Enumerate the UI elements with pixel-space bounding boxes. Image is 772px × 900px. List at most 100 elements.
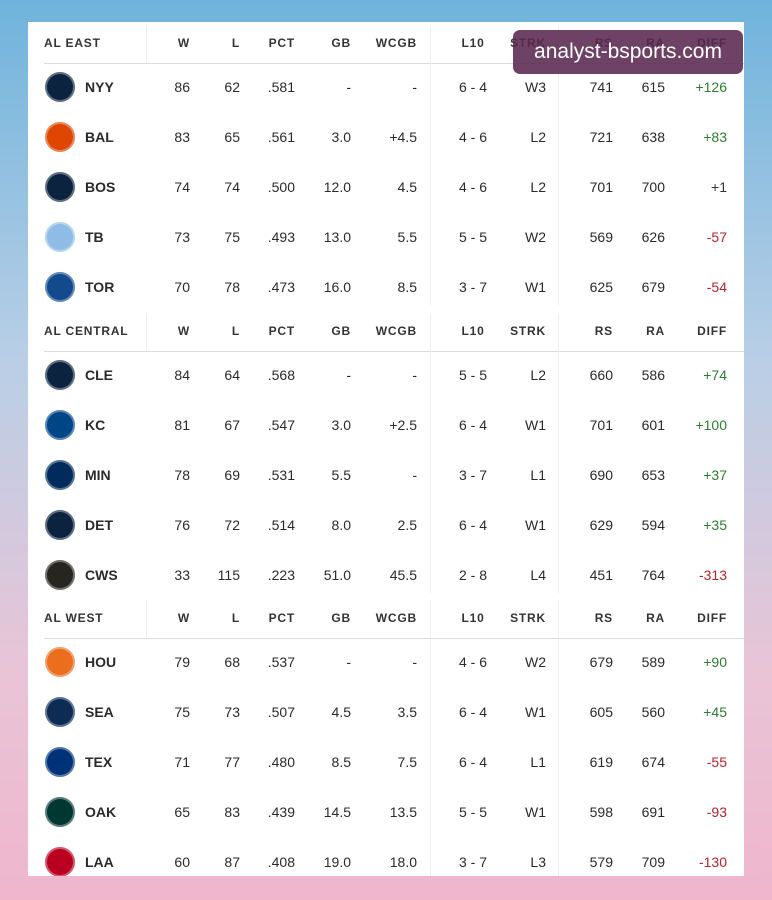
stat-cell: 764 (641, 567, 665, 583)
stat-cell: -54 (706, 279, 727, 295)
stat-cell: 709 (641, 854, 665, 870)
column-divider (146, 25, 147, 63)
stat-cell: 86 (174, 79, 190, 95)
stat-cell: 115 (217, 567, 240, 583)
stat-cell: +2.5 (389, 417, 417, 433)
stat-cell: L2 (530, 129, 546, 145)
stat-cell: 3.0 (331, 129, 351, 145)
team-logo (45, 797, 75, 827)
column-header: GB (331, 611, 351, 625)
column-header: WCGB (375, 36, 417, 50)
standings-card: AL EAST W L PCT GB WCGB L10 STRK RS RA DIFF NYY 86 62… (28, 22, 744, 876)
stat-cell: 70 (174, 279, 190, 295)
team-abbr: OAK (85, 804, 117, 820)
team-abbr: DET (85, 517, 113, 533)
column-header: W (177, 611, 190, 625)
stat-cell: 586 (641, 367, 665, 383)
stat-cell: 74 (174, 179, 190, 195)
stat-cell: 8.5 (331, 754, 351, 770)
stat-cell: 73 (174, 229, 190, 245)
stat-cell: 75 (174, 704, 190, 720)
stat-cell: 81 (174, 417, 190, 433)
stat-cell: W1 (525, 417, 546, 433)
stat-cell: W1 (525, 704, 546, 720)
stat-cell: 78 (224, 279, 240, 295)
stat-cell: 65 (174, 804, 190, 820)
team-abbr: MIN (85, 467, 111, 483)
stat-cell: W2 (525, 654, 546, 670)
stat-cell: 589 (641, 654, 665, 670)
stat-cell: .480 (267, 754, 295, 770)
stat-cell: +126 (695, 79, 727, 95)
stat-cell: 5.5 (331, 467, 351, 483)
stat-cell: 79 (174, 654, 190, 670)
stat-cell: 68 (224, 654, 240, 670)
stat-cell: - (412, 367, 417, 383)
stat-cell: +83 (703, 129, 727, 145)
stat-cell: 4 - 6 (458, 179, 488, 195)
stat-cell: 51.0 (323, 567, 351, 583)
stat-cell: 87 (224, 854, 240, 870)
stat-cell: 701 (589, 417, 613, 433)
stat-cell: .561 (267, 129, 295, 145)
stat-cell: 6 - 4 (458, 704, 488, 720)
stat-cell: - (412, 467, 417, 483)
division-name: AL WEST (44, 611, 104, 625)
column-header: PCT (268, 324, 295, 338)
stat-cell: 4 - 6 (458, 129, 488, 145)
stat-cell: - (346, 367, 351, 383)
column-divider (558, 25, 559, 305)
column-divider (430, 600, 431, 876)
team-logo (45, 560, 75, 590)
stat-cell: 62 (224, 79, 240, 95)
header-divider (44, 638, 744, 639)
column-divider (558, 600, 559, 876)
stat-cell: -93 (706, 804, 727, 820)
column-header: RS (594, 324, 613, 338)
stat-cell: W1 (525, 517, 546, 533)
column-header: W (177, 324, 190, 338)
stat-cell: 83 (174, 129, 190, 145)
stat-cell: 6 - 4 (458, 754, 488, 770)
team-abbr: TB (85, 229, 104, 245)
stat-cell: L1 (530, 754, 546, 770)
stat-cell: 4.5 (331, 704, 351, 720)
stat-cell: 560 (641, 704, 665, 720)
stat-cell: 18.0 (389, 854, 417, 870)
stat-cell: 67 (224, 417, 240, 433)
stat-cell: .408 (267, 854, 295, 870)
stat-cell: 653 (641, 467, 665, 483)
stat-cell: -55 (706, 754, 727, 770)
stat-cell: +90 (703, 654, 727, 670)
column-divider (430, 25, 431, 305)
stat-cell: 5.5 (397, 229, 417, 245)
stat-cell: 64 (224, 367, 240, 383)
stat-cell: 625 (589, 279, 613, 295)
stat-cell: 701 (589, 179, 613, 195)
stat-cell: 2 - 8 (458, 567, 488, 583)
team-abbr: BOS (85, 179, 116, 195)
stat-cell: 74 (224, 179, 240, 195)
team-abbr: BAL (85, 129, 114, 145)
stat-cell: 569 (589, 229, 613, 245)
team-logo (45, 510, 75, 540)
stat-cell: - (346, 79, 351, 95)
stat-cell: 14.5 (323, 804, 351, 820)
stat-cell: L2 (530, 367, 546, 383)
stat-cell: +100 (695, 417, 727, 433)
stat-cell: +4.5 (389, 129, 417, 145)
team-logo (45, 222, 75, 252)
stat-cell: 4 - 6 (458, 654, 488, 670)
column-header: L10 (461, 324, 485, 338)
column-header: DIFF (697, 324, 727, 338)
stat-cell: L1 (530, 467, 546, 483)
stat-cell: 5 - 5 (458, 367, 488, 383)
team-logo (45, 847, 75, 876)
column-header: STRK (510, 324, 546, 338)
team-logo (45, 172, 75, 202)
team-abbr: NYY (85, 79, 114, 95)
stat-cell: .537 (267, 654, 295, 670)
stat-cell: 65 (224, 129, 240, 145)
